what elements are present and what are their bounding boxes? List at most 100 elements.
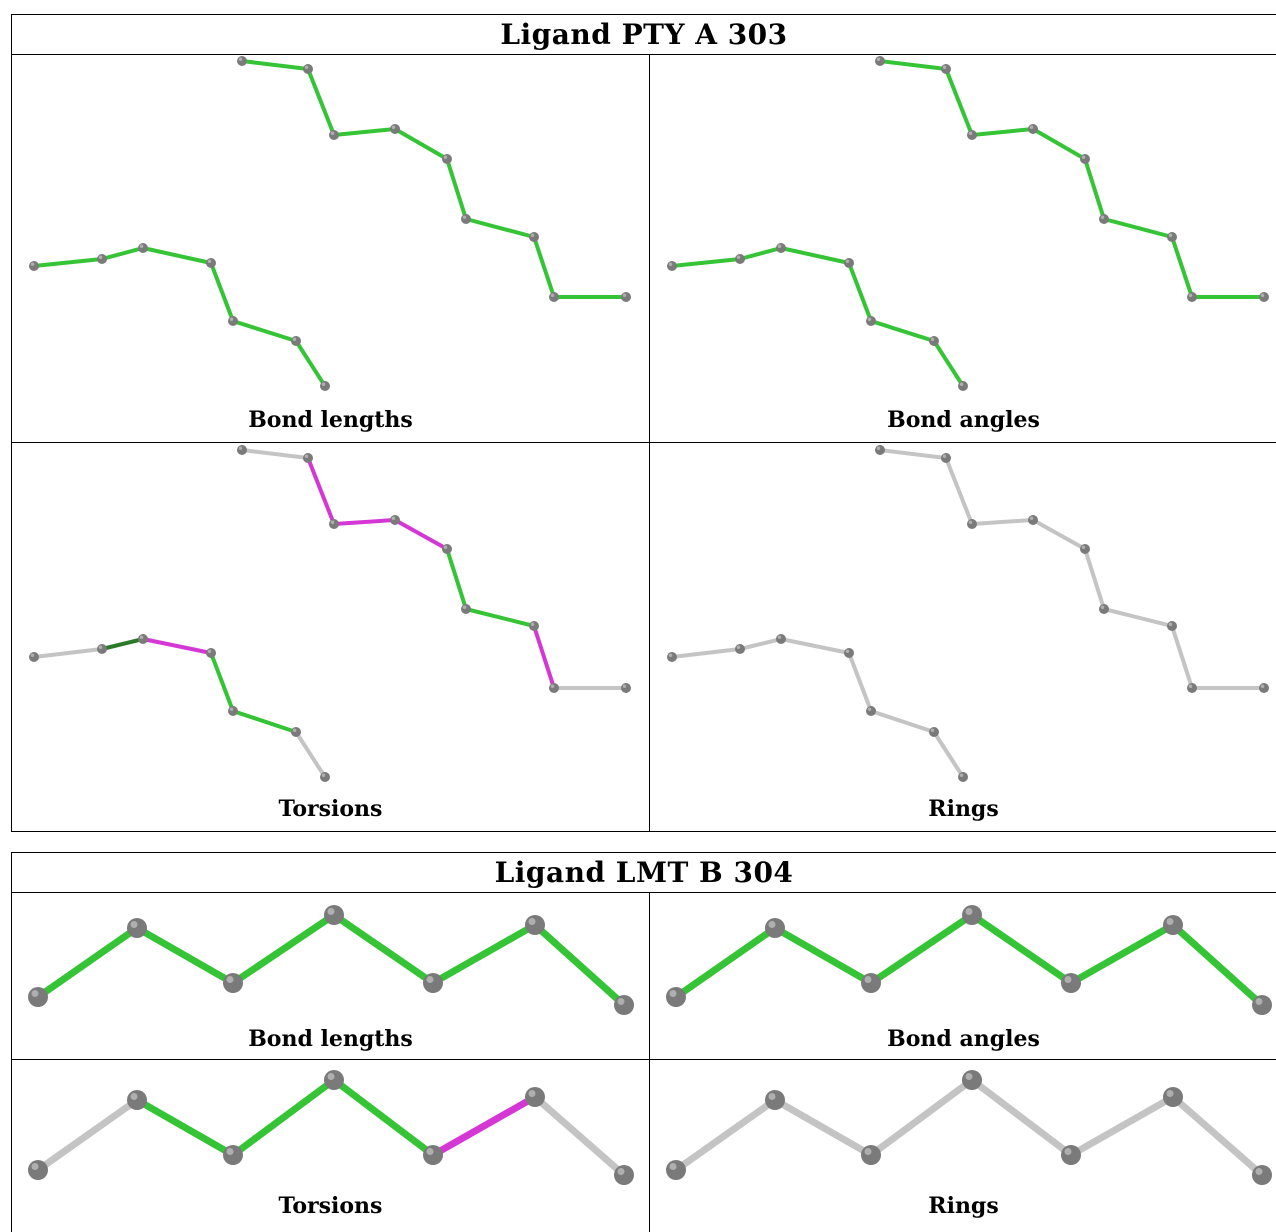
- bond: [672, 1096, 779, 1174]
- atom: [228, 706, 238, 716]
- bond: [332, 518, 397, 526]
- bond: [1169, 921, 1266, 1009]
- atom-highlight: [942, 65, 947, 69]
- bond: [1031, 518, 1087, 551]
- atom: [423, 1145, 443, 1165]
- atom: [206, 258, 216, 268]
- atom: [958, 381, 968, 391]
- bond: [34, 1096, 141, 1174]
- lmt-panel-rings: Rings: [650, 1060, 1276, 1230]
- atom: [614, 995, 634, 1015]
- panel-caption: Bond lengths: [248, 407, 413, 433]
- atom: [621, 292, 631, 302]
- bond: [532, 624, 556, 690]
- atom-highlight: [304, 65, 309, 69]
- bond: [738, 246, 783, 261]
- atom-highlight: [845, 649, 850, 653]
- atom-highlight: [1188, 293, 1193, 297]
- atom-highlight: [617, 998, 625, 1005]
- bond: [531, 921, 628, 1009]
- atom: [28, 987, 48, 1007]
- atom: [861, 1145, 881, 1165]
- atom-highlight: [1168, 233, 1173, 237]
- atom-highlight: [777, 244, 782, 248]
- atom: [291, 336, 301, 346]
- atom: [844, 648, 854, 658]
- atom-highlight: [530, 622, 535, 626]
- atom-highlight: [930, 728, 935, 732]
- atom: [861, 973, 881, 993]
- atom: [958, 772, 968, 782]
- bond: [429, 921, 539, 987]
- atom-highlight: [229, 707, 234, 711]
- atom: [765, 918, 785, 938]
- atom: [1167, 232, 1177, 242]
- bond: [532, 235, 556, 299]
- atom: [237, 56, 247, 66]
- bond: [464, 217, 536, 239]
- bond: [867, 911, 976, 987]
- atom-highlight: [1100, 215, 1105, 219]
- atom-highlight: [238, 57, 243, 61]
- atom-highlight: [207, 259, 212, 263]
- atom: [929, 336, 939, 346]
- atom: [320, 772, 330, 782]
- bond: [429, 1093, 539, 1159]
- atom: [1252, 995, 1272, 1015]
- bond: [771, 924, 875, 987]
- atom-highlight: [31, 1163, 39, 1170]
- atom: [1259, 683, 1269, 693]
- atom: [223, 973, 243, 993]
- atom: [127, 1090, 147, 1110]
- bond: [306, 456, 336, 526]
- bond: [944, 67, 974, 137]
- atom: [237, 445, 247, 455]
- atom: [866, 316, 876, 326]
- atom-highlight: [130, 1093, 138, 1100]
- atom: [529, 621, 539, 631]
- atom: [291, 727, 301, 737]
- atom-highlight: [959, 382, 964, 386]
- atom-highlight: [98, 645, 103, 649]
- atom: [776, 243, 786, 253]
- bond: [445, 547, 468, 611]
- atom: [442, 544, 452, 554]
- atom-highlight: [229, 317, 234, 321]
- bond: [294, 339, 327, 388]
- atom: [390, 515, 400, 525]
- atom-highlight: [622, 684, 627, 688]
- pty-molecule-bond-angles: [667, 56, 1269, 391]
- atom: [324, 905, 344, 925]
- pty-molecule-torsions: [29, 445, 631, 782]
- atom-highlight: [226, 1148, 234, 1155]
- atom-highlight: [968, 520, 973, 524]
- atom-highlight: [528, 918, 536, 925]
- atom-highlight: [226, 976, 234, 983]
- divider: [12, 442, 1276, 443]
- bond: [464, 607, 536, 628]
- atom: [962, 905, 982, 925]
- atom-highlight: [668, 653, 673, 657]
- atom: [138, 634, 148, 644]
- atom: [1099, 604, 1109, 614]
- atom: [29, 652, 39, 662]
- atom-highlight: [1188, 684, 1193, 688]
- atom: [138, 243, 148, 253]
- atom-highlight: [864, 976, 872, 983]
- bond: [1170, 624, 1194, 690]
- bond: [771, 1096, 875, 1159]
- atom: [621, 683, 631, 693]
- atom-highlight: [1168, 622, 1173, 626]
- bond: [869, 709, 936, 734]
- atom-highlight: [321, 382, 326, 386]
- ligand-lmt-table: Ligand LMT B 304 Bond lengths Bond angle…: [11, 852, 1276, 1232]
- atom-highlight: [530, 233, 535, 237]
- atom-highlight: [426, 1148, 434, 1155]
- atom: [614, 1165, 634, 1185]
- bond: [932, 730, 965, 779]
- atom: [206, 648, 216, 658]
- lmt-panel-bond-angles: Bond angles: [650, 893, 1276, 1059]
- atom: [324, 1070, 344, 1090]
- bond: [100, 246, 145, 261]
- bond: [332, 127, 397, 137]
